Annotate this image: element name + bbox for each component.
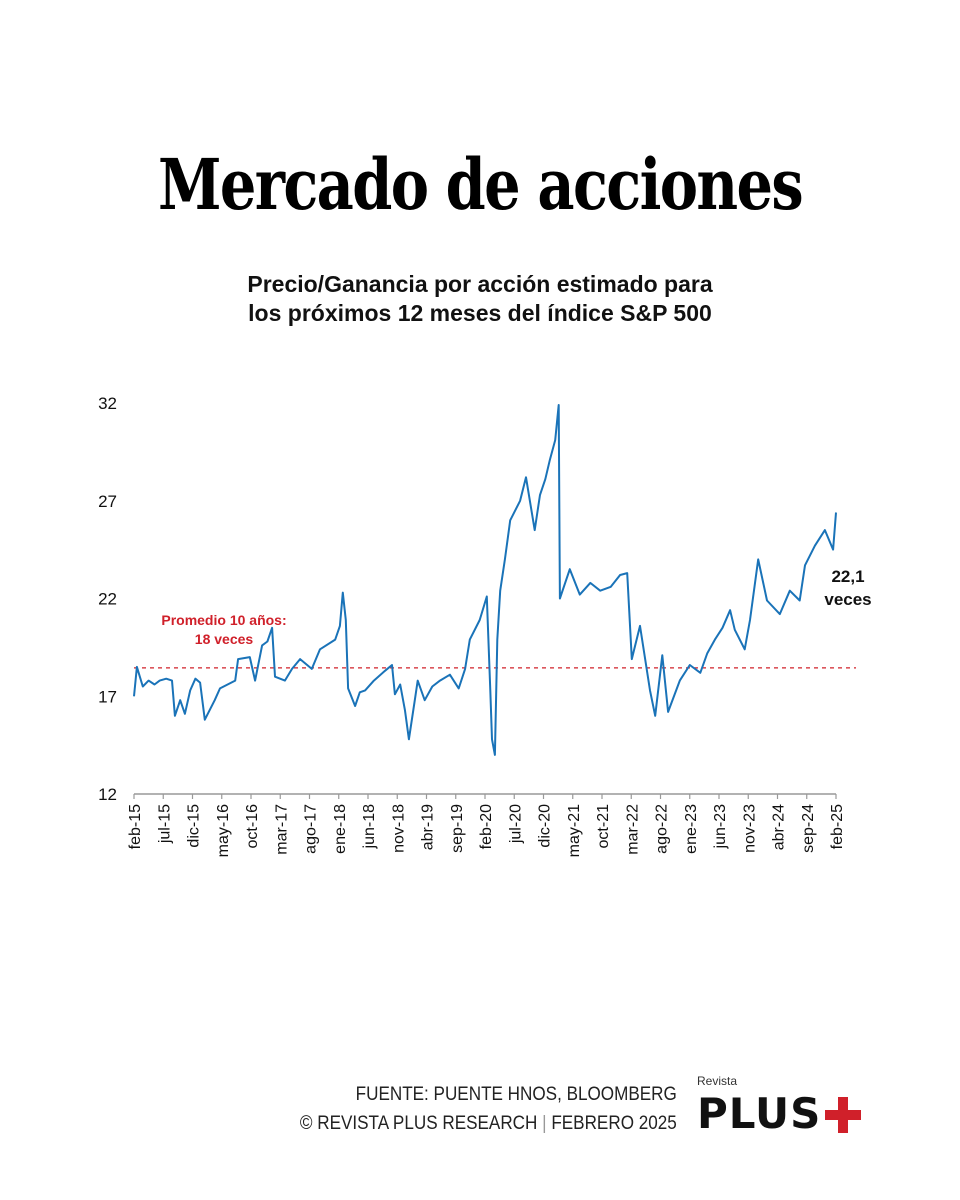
- average-annotation-line-2: 18 veces: [195, 631, 254, 647]
- plus-icon: [825, 1097, 862, 1133]
- x-tick-label: may-21: [566, 804, 583, 857]
- chart-subtitle: Precio/Ganancia por acción estimado para…: [0, 270, 960, 328]
- copyright-text: © REVISTA PLUS RESEARCH: [300, 1113, 538, 1134]
- last-value-annotation-line-2: veces: [824, 590, 871, 609]
- x-tick-label: abr-24: [771, 804, 788, 850]
- date-text: FEBRERO 2025: [551, 1113, 677, 1134]
- x-tick-label: ago-22: [654, 804, 671, 854]
- footer-credits: FUENTE: PUENTE HNOS, BLOOMBERG © REVISTA…: [300, 1080, 677, 1138]
- x-tick-label: sep-19: [449, 804, 466, 853]
- x-tick-label: nov-18: [390, 804, 407, 853]
- subtitle-line-1: Precio/Ganancia por acción estimado para: [247, 271, 713, 297]
- x-tick-label: ene-18: [332, 804, 349, 854]
- logo-main-row: PLUS: [697, 1089, 897, 1139]
- logo-small-text: Revista: [697, 1074, 738, 1088]
- logo-big-text: PLUS: [697, 1089, 822, 1138]
- x-tick-label: nov-23: [741, 804, 758, 853]
- x-tick-label: feb-20: [478, 804, 495, 849]
- x-tick-label: ago-17: [303, 804, 320, 854]
- x-tick-label: mar-22: [624, 804, 641, 855]
- x-tick-label: oct-21: [595, 804, 612, 849]
- separator: |: [542, 1113, 547, 1134]
- x-tick-label: oct-16: [244, 804, 261, 849]
- x-tick-label: may-16: [215, 804, 232, 857]
- x-tick-label: jul-15: [156, 804, 173, 844]
- average-annotation-line-1: Promedio 10 años:: [161, 612, 286, 628]
- x-tick-label: jun-18: [361, 804, 378, 850]
- y-tick-label: 32: [98, 394, 117, 413]
- x-tick-label: feb-25: [829, 804, 846, 849]
- pe-series-line: [133, 404, 837, 756]
- subtitle-line-2: los próximos 12 meses del índice S&P 500: [248, 300, 712, 326]
- last-value-annotation-line-1: 22,1: [831, 567, 864, 586]
- copyright-line: © REVISTA PLUS RESEARCH | FEBRERO 2025: [300, 1109, 677, 1138]
- source-text: FUENTE: PUENTE HNOS, BLOOMBERG: [355, 1084, 677, 1105]
- revista-plus-logo: Revista PLUS: [697, 1074, 897, 1139]
- x-tick-label: ene-23: [683, 804, 700, 854]
- y-tick-label: 27: [98, 492, 117, 511]
- y-tick-label: 22: [98, 590, 117, 609]
- x-tick-label: mar-17: [273, 804, 290, 855]
- x-tick-label: dic-20: [537, 804, 554, 848]
- y-axis: 12 17 22 27 32: [98, 394, 117, 804]
- x-tick-label: abr-19: [420, 804, 437, 850]
- x-axis: feb-15 jul-15 dic-15 may-16 oct-16 mar-17 ago-…: [127, 793, 846, 857]
- x-tick-label: feb-15: [127, 804, 144, 849]
- x-tick-label: sep-24: [800, 804, 817, 853]
- pe-line-chart: 12 17 22 27 32 feb-15 jul-15 dic-15 may-16 oct-1…: [98, 394, 872, 857]
- page-title: Mercado de acciones: [157, 143, 804, 226]
- x-tick-label: dic-15: [186, 804, 203, 848]
- x-tick-label: jul-20: [507, 804, 524, 844]
- y-tick-label: 17: [98, 687, 117, 706]
- x-tick-label: jun-23: [712, 804, 729, 850]
- y-tick-label: 12: [98, 785, 117, 804]
